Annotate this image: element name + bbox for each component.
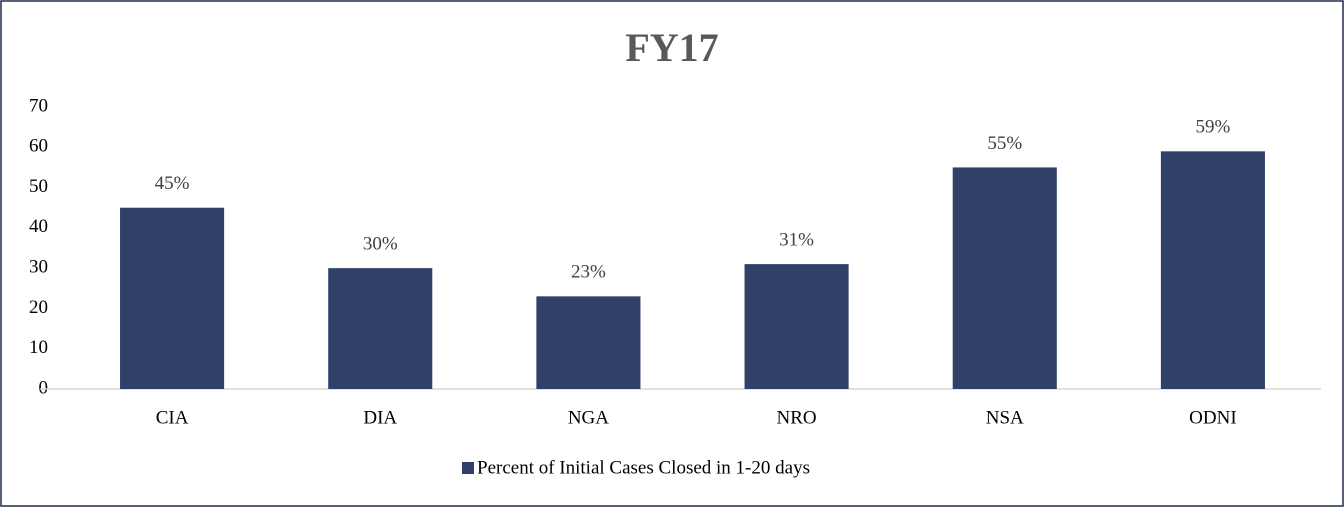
chart-title: FY17 — [625, 25, 718, 70]
y-tick-label: 70 — [29, 95, 48, 116]
y-tick-label: 30 — [29, 257, 48, 278]
y-tick-label: 0 — [39, 377, 49, 398]
x-tick-label: CIA — [156, 407, 189, 428]
y-tick-label: 60 — [29, 136, 48, 157]
x-tick-label: NSA — [986, 407, 1024, 428]
data-label: 23% — [571, 262, 606, 283]
data-label: 30% — [363, 234, 398, 255]
bar — [952, 167, 1057, 389]
y-tick-label: 20 — [29, 297, 48, 318]
y-tick-label: 40 — [29, 216, 48, 237]
bar — [536, 296, 641, 389]
data-label: 45% — [155, 173, 190, 194]
data-label: 55% — [987, 133, 1022, 154]
data-label: 31% — [779, 229, 814, 250]
x-tick-label: NGA — [568, 407, 609, 428]
bar — [328, 268, 433, 389]
x-tick-label: DIA — [363, 407, 397, 428]
legend-swatch — [462, 462, 474, 474]
x-tick-label: ODNI — [1189, 407, 1237, 428]
bar — [120, 207, 225, 389]
data-label: 59% — [1196, 117, 1231, 138]
bar — [744, 264, 849, 389]
legend-label: Percent of Initial Cases Closed in 1-20 … — [477, 457, 810, 478]
y-tick-label: 10 — [29, 337, 48, 358]
y-tick-label: 50 — [29, 176, 48, 197]
bar — [1160, 151, 1265, 389]
x-tick-label: NRO — [777, 407, 817, 428]
